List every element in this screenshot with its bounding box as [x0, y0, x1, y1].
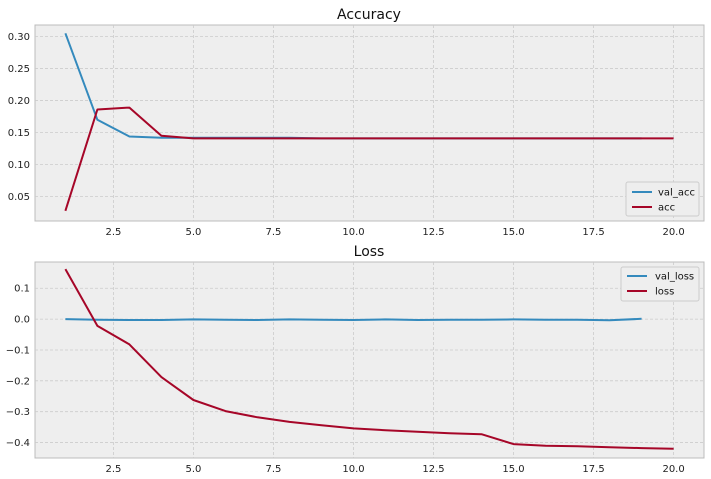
loss-x-ticks: 2.5 5.0 7.5 10.0 12.5 15.0 17.5 20.0	[105, 464, 684, 475]
x-tick-label: 15.0	[502, 227, 524, 238]
x-tick-label: 7.5	[266, 227, 282, 238]
accuracy-x-ticks: 2.5 5.0 7.5 10.0 12.5 15.0 17.5 20.0	[105, 227, 684, 238]
y-tick-label: 0.05	[8, 192, 30, 203]
legend-label-val-acc: val_acc	[658, 188, 695, 199]
loss-legend: val_loss loss	[620, 266, 700, 302]
accuracy-plot-area	[34, 24, 705, 222]
x-tick-label: 5.0	[185, 227, 201, 238]
y-tick-label: −0.1	[6, 345, 30, 356]
y-tick-label: 0.30	[8, 32, 30, 43]
y-tick-label: 0.25	[8, 64, 30, 75]
accuracy-subplot: Accuracy 2.5 5.0 7.5 10.0 12.5 15.0 17.5 20.0 0…	[8, 7, 705, 238]
y-tick-label: −0.2	[6, 376, 30, 387]
x-tick-label: 20.0	[662, 464, 684, 475]
y-tick-label: 0.0	[14, 315, 30, 326]
x-tick-label: 10.0	[342, 464, 364, 475]
x-tick-label: 17.5	[582, 227, 604, 238]
y-tick-label: 0.10	[8, 160, 30, 171]
x-tick-label: 12.5	[422, 227, 444, 238]
accuracy-y-ticks: 0.05 0.10 0.15 0.20 0.25 0.30	[8, 32, 30, 203]
y-tick-label: 0.20	[8, 96, 30, 107]
y-tick-label: 0.15	[8, 128, 30, 139]
x-tick-label: 15.0	[502, 464, 524, 475]
x-tick-label: 2.5	[105, 227, 121, 238]
legend-label-val-loss: val_loss	[655, 272, 694, 283]
x-tick-label: 5.0	[185, 464, 201, 475]
x-tick-label: 7.5	[266, 464, 282, 475]
legend-label-acc: acc	[658, 203, 675, 214]
loss-plot-area	[34, 261, 705, 459]
x-tick-label: 20.0	[662, 227, 684, 238]
x-tick-label: 12.5	[422, 464, 444, 475]
series-line-val-loss	[65, 317, 642, 322]
loss-y-ticks: −0.4 −0.3 −0.2 −0.1 0.0 0.1	[6, 284, 30, 449]
y-tick-label: −0.4	[6, 438, 30, 449]
y-tick-label: 0.1	[14, 284, 30, 295]
loss-subplot: Loss 2.5 5.0 7.5 10.0 12.5 15.0 17.5 20.0 −0.4−…	[6, 244, 705, 475]
x-tick-label: 17.5	[582, 464, 604, 475]
accuracy-legend: val_acc acc	[625, 181, 700, 217]
series-line-acc	[64, 106, 674, 212]
accuracy-series	[64, 32, 674, 212]
legend-label-loss: loss	[655, 287, 674, 298]
x-tick-label: 2.5	[105, 464, 121, 475]
x-tick-label: 10.0	[342, 227, 364, 238]
loss-title: Loss	[354, 244, 385, 260]
series-line-loss	[64, 268, 674, 450]
loss-series	[64, 268, 674, 450]
y-tick-label: −0.3	[6, 407, 30, 418]
accuracy-grid	[35, 25, 704, 221]
accuracy-title: Accuracy	[337, 7, 401, 23]
